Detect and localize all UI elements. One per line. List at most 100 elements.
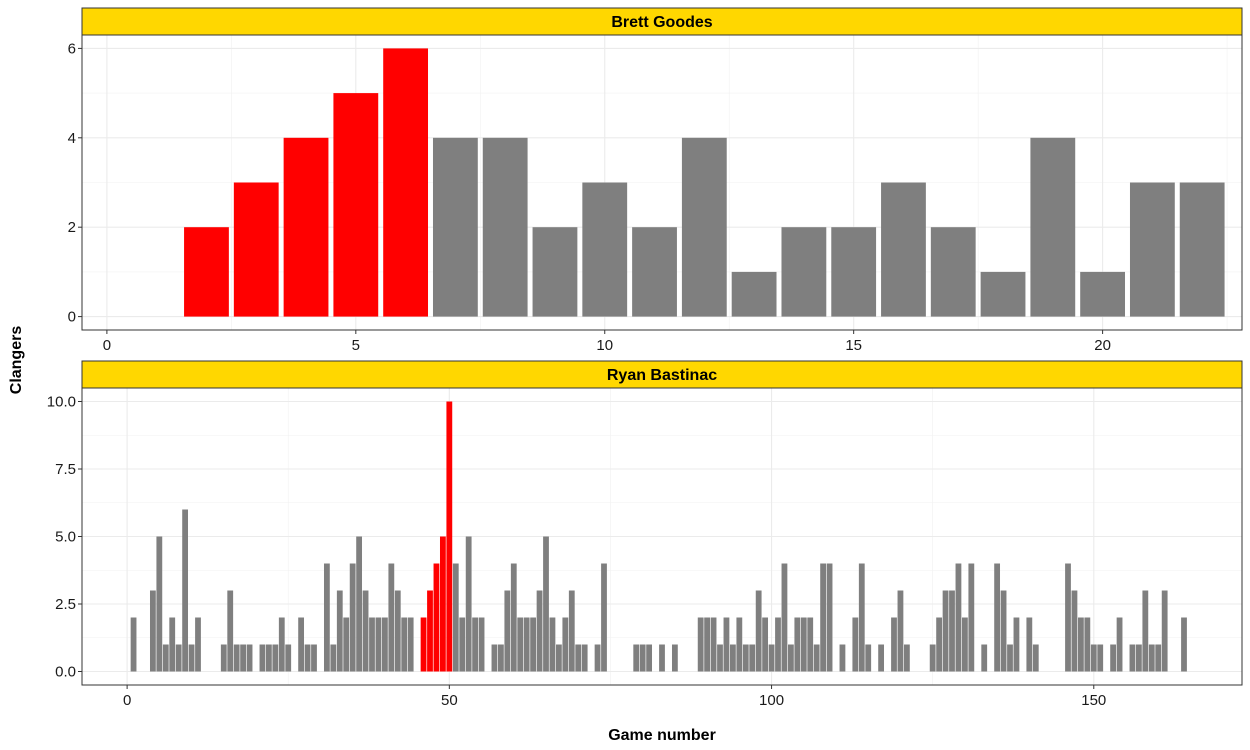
bar — [427, 590, 433, 672]
bar — [220, 644, 227, 672]
bar — [968, 563, 975, 672]
bar — [942, 590, 949, 672]
bar — [581, 644, 588, 672]
bar — [1071, 590, 1078, 672]
y-tick-label: 0.0 — [55, 664, 76, 681]
panel-ryan-bastinac: Ryan Bastinac 0 50 100 150 0.0 2.5 5.0 7.5 10.0 — [47, 360, 1243, 709]
x-tick-label: 50 — [441, 692, 458, 709]
y-tick-label: 5.0 — [55, 529, 76, 546]
bar — [762, 617, 769, 672]
bar — [433, 563, 440, 672]
panel-title: Ryan Bastinac — [607, 367, 717, 384]
bar — [704, 617, 711, 672]
bar — [304, 644, 311, 672]
bar — [839, 644, 846, 672]
bar — [729, 644, 736, 672]
bar — [394, 590, 401, 672]
bar — [1179, 182, 1225, 317]
bar — [356, 536, 363, 672]
bar — [532, 227, 578, 317]
x-tick-label: 100 — [759, 692, 784, 709]
bar — [362, 590, 369, 672]
bar — [1026, 617, 1033, 672]
panel-brett-goodes: Brett Goodes 0 5 10 15 20 0 2 4 6 — [68, 7, 1243, 354]
bar — [632, 227, 677, 317]
bar — [1142, 590, 1149, 672]
bar — [826, 563, 833, 672]
bar — [891, 617, 897, 672]
bar — [472, 617, 479, 672]
x-tick-label: 10 — [596, 337, 613, 354]
bar — [497, 644, 504, 672]
x-tick-label: 15 — [845, 337, 862, 354]
bar — [543, 536, 549, 672]
bar — [562, 617, 569, 672]
bar — [1129, 644, 1136, 672]
bar — [272, 644, 279, 672]
bar — [459, 617, 466, 672]
bar — [259, 644, 266, 672]
bar — [800, 617, 807, 672]
bar — [381, 617, 388, 672]
bar — [482, 137, 528, 317]
bar — [955, 563, 962, 672]
bar — [388, 563, 395, 672]
bar — [1116, 617, 1123, 672]
bar — [156, 536, 163, 672]
bar — [465, 536, 472, 672]
y-tick-label: 4 — [68, 130, 76, 147]
bar — [1161, 590, 1168, 672]
bar — [1148, 644, 1155, 672]
bar — [530, 617, 537, 672]
bar — [994, 563, 1001, 672]
bar — [929, 644, 936, 672]
bar — [227, 590, 234, 672]
bar — [1090, 644, 1097, 672]
bar — [311, 644, 317, 672]
bar — [807, 617, 814, 672]
bar — [162, 644, 169, 672]
bar — [336, 590, 343, 672]
bar — [594, 644, 601, 672]
bar — [936, 617, 943, 672]
plot-border — [81, 34, 1243, 331]
bar — [710, 617, 717, 672]
y-tick-label: 2.5 — [55, 596, 76, 613]
bar — [1181, 617, 1187, 672]
bar — [1129, 182, 1175, 317]
y-tick-label: 2 — [68, 219, 76, 236]
bar — [781, 563, 788, 672]
bar — [717, 644, 723, 672]
y-axis-title: Clangers — [8, 326, 25, 395]
bar — [446, 401, 453, 672]
x-axis-title: Game number — [608, 727, 716, 744]
bar — [298, 617, 305, 672]
bar — [731, 271, 777, 317]
bar — [369, 617, 375, 672]
bar — [1007, 644, 1013, 672]
bar — [1110, 644, 1117, 672]
bar — [1135, 644, 1142, 672]
bar — [195, 617, 201, 672]
bar — [452, 563, 459, 672]
y-tick-label: 7.5 — [55, 461, 76, 478]
y-tick-label: 10.0 — [47, 394, 76, 411]
bar — [130, 617, 137, 672]
bar — [278, 617, 285, 672]
bar — [881, 182, 926, 317]
bar — [407, 617, 414, 672]
bar — [175, 644, 182, 672]
y-tick-label: 6 — [68, 40, 76, 57]
bar — [878, 644, 885, 672]
bar — [491, 644, 498, 672]
bar — [897, 590, 904, 672]
bar — [265, 644, 272, 672]
bar — [1084, 617, 1091, 672]
panel-title: Brett Goodes — [611, 14, 712, 31]
x-tick-label: 5 — [352, 337, 360, 354]
bar — [794, 617, 801, 672]
bar — [523, 617, 530, 672]
panel-strip — [81, 7, 1243, 36]
bar — [646, 644, 653, 672]
